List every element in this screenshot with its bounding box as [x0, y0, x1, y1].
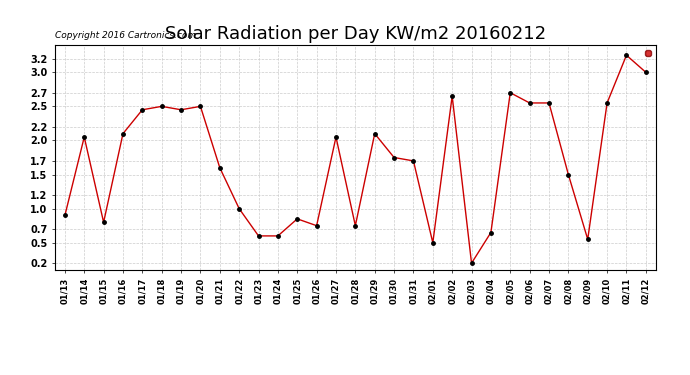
Text: Copyright 2016 Cartronics.com: Copyright 2016 Cartronics.com: [55, 32, 197, 40]
Title: Solar Radiation per Day KW/m2 20160212: Solar Radiation per Day KW/m2 20160212: [165, 26, 546, 44]
Legend: : [645, 50, 651, 56]
